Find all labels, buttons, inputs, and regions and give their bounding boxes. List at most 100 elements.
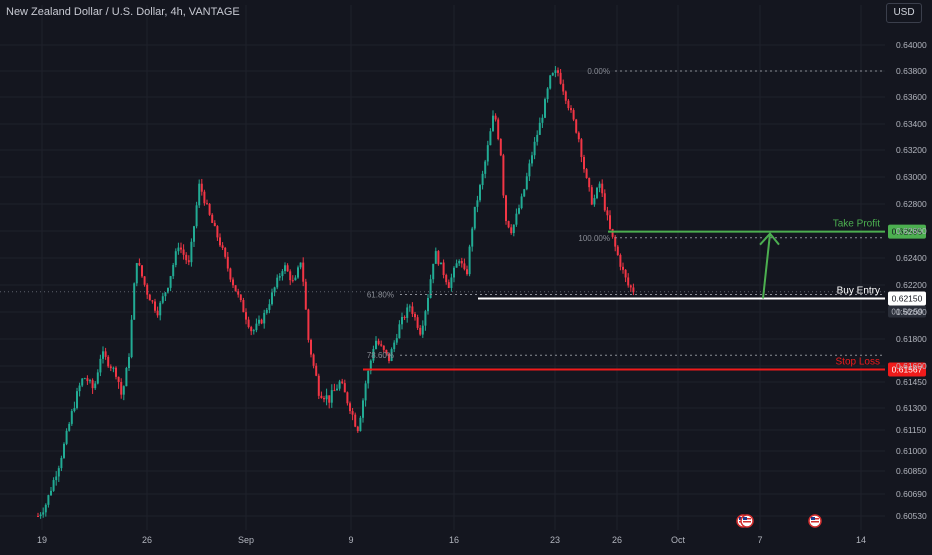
candle-body: [349, 403, 351, 412]
candles: [0, 66, 885, 519]
candle-body: [489, 131, 492, 146]
candle-body: [510, 227, 513, 234]
candle-body: [505, 195, 507, 222]
candle-body: [304, 281, 307, 310]
time-axis[interactable]: 19 26 Sep 9 16 23 26 Oct 7 14: [37, 535, 866, 545]
candle-body: [299, 262, 302, 268]
price-tick-label: 0.60850: [896, 466, 927, 476]
candle-body: [515, 213, 518, 225]
fibonacci-retracement[interactable]: 0.00% 100.00% 61.80% 78.60%: [367, 67, 885, 360]
candle-body: [567, 100, 570, 109]
candle-body: [99, 358, 102, 373]
candle-body: [265, 309, 268, 313]
candle-body: [281, 271, 284, 277]
candle-body: [47, 495, 50, 505]
candle-body: [346, 392, 349, 404]
time-tick-label: Oct: [671, 535, 686, 545]
candle-body: [89, 380, 91, 382]
candle-body: [211, 214, 214, 223]
candle-body: [627, 277, 630, 286]
price-tick-label: 0.61150: [896, 425, 926, 435]
candle-body: [128, 357, 130, 369]
candle-body: [341, 381, 344, 384]
candle-body: [247, 319, 250, 328]
economic-events[interactable]: [736, 514, 822, 528]
trade-levels[interactable]: Take Profit 0.62595 Buy Entry 0.62150 01:56:…: [363, 219, 926, 377]
candle-body: [143, 276, 146, 285]
candle-body: [588, 177, 591, 188]
price-tick-label: 0.63600: [896, 92, 927, 102]
candle-body: [377, 340, 380, 345]
time-tick-label: 7: [757, 535, 762, 545]
candle-body: [320, 395, 323, 398]
price-tick-label: 0.61300: [896, 403, 927, 413]
candle-body: [583, 157, 585, 170]
candle-body: [624, 269, 627, 278]
time-tick-label: Sep: [238, 535, 254, 545]
candle-body: [57, 468, 60, 477]
candle-body: [390, 349, 393, 362]
candle-body: [307, 309, 310, 340]
candle-body: [125, 368, 128, 387]
candle-body: [572, 110, 575, 120]
candle-body: [531, 155, 533, 164]
candle-body: [39, 514, 42, 517]
candle-body: [541, 117, 544, 123]
target-arrow-head: [759, 232, 780, 246]
currency-button[interactable]: USD: [886, 3, 922, 23]
candle-body: [156, 310, 159, 316]
candle-body: [278, 276, 281, 278]
candle-body: [146, 284, 149, 295]
candle-body: [385, 349, 388, 354]
price-tick-label: 0.61000: [896, 446, 927, 456]
candle-body: [429, 279, 432, 298]
candle-body: [359, 417, 362, 432]
candle-body: [302, 262, 305, 282]
candle-body: [455, 263, 458, 268]
candle-body: [172, 264, 175, 277]
candle-body: [167, 287, 169, 293]
candle-body: [44, 504, 47, 513]
candle-body: [585, 169, 588, 178]
time-tick-label: 23: [550, 535, 560, 545]
candle-body: [284, 265, 286, 272]
candle-body: [382, 345, 385, 350]
candle-body: [372, 348, 375, 361]
candle-body: [486, 145, 489, 162]
candle-body: [546, 88, 549, 100]
candle-body: [492, 115, 494, 132]
candle-body: [442, 262, 445, 276]
candle-body: [593, 198, 596, 205]
fib-level-label: 100.00%: [578, 234, 610, 243]
price-tick-label: 0.63400: [896, 119, 927, 129]
candle-body: [76, 391, 78, 409]
candle-body: [562, 83, 565, 92]
candle-body: [258, 319, 260, 324]
us-flag-event-icon[interactable]: [740, 514, 754, 528]
candle-body: [68, 423, 71, 431]
candle-body: [380, 344, 383, 346]
candle-body: [315, 365, 318, 376]
candle-body: [328, 395, 331, 403]
target-arrow-shaft: [762, 233, 771, 299]
candle-body: [525, 176, 528, 190]
candle-body: [255, 323, 258, 331]
candle-body: [263, 312, 266, 324]
us-flag-event-icon[interactable]: [808, 514, 822, 528]
candle-body: [445, 275, 448, 283]
stop-loss-label: Stop Loss: [836, 357, 880, 368]
candle-body: [544, 99, 546, 118]
candle-body: [182, 249, 185, 255]
candle-body: [356, 426, 359, 432]
candle-body: [115, 367, 117, 377]
candle-body: [73, 408, 76, 412]
price-axis[interactable]: 0.64000 0.63800 0.63600 0.63400 0.63200 0.630…: [896, 40, 927, 521]
candle-body: [203, 191, 206, 204]
take-profit-label: Take Profit: [833, 219, 880, 230]
candle-body: [130, 319, 133, 358]
candle-body: [133, 283, 136, 320]
price-tick-label: 0.61450: [896, 377, 927, 387]
candle-body: [533, 141, 536, 156]
